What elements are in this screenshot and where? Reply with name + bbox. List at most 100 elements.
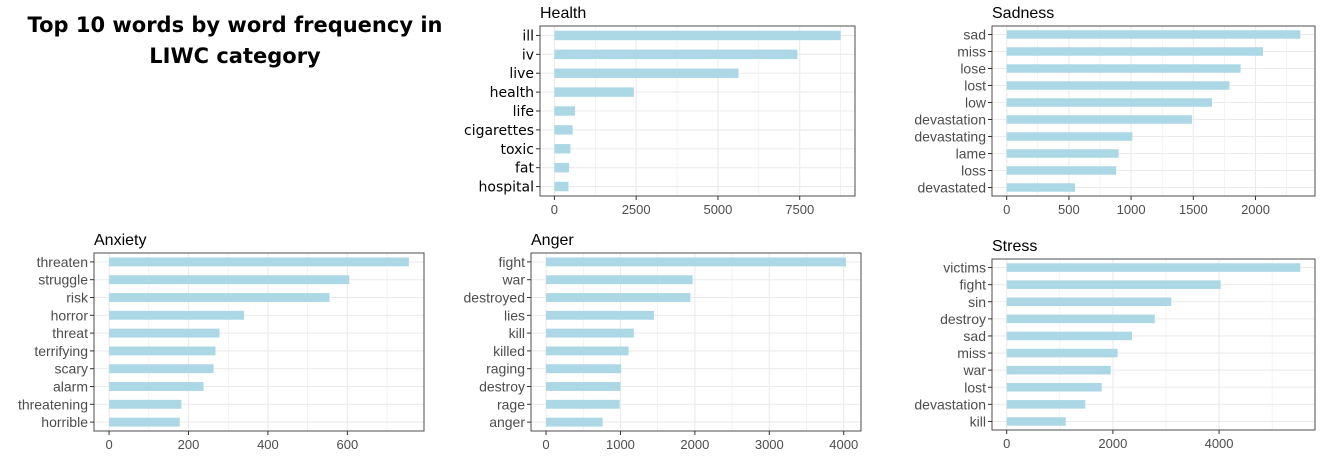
figure-title-line-2: LIWC category [149,44,321,68]
x-tick-label: 5000 [703,202,732,217]
bar-fight [1006,280,1221,289]
chart-title: Health [540,5,586,22]
y-tick-label: fat [515,161,535,177]
stress-panel: Stress victims fight sin destroy sad miss war lo… [890,232,1320,457]
y-tick-label: live [509,66,534,82]
plot-frame [93,252,425,432]
bar-fight [546,257,846,267]
y-tick-label: fight [960,277,987,293]
anxiety-panel: Anxiety threaten struggle risk horror threat t… [0,226,440,461]
chart-svg: Stress victimsfightsindestroysadmisswarlo… [914,238,1316,451]
y-tick-label: devastation [914,112,986,128]
bar-miss [1006,348,1118,358]
bar-low [1006,98,1212,107]
y-tick-label: lies [504,307,525,323]
bar-horror [109,310,245,320]
x-tick-label: 400 [257,437,279,452]
x-tick-label: 4000 [1205,436,1234,451]
bar-toxic [554,144,571,154]
y-tick-label: scary [55,361,88,377]
bar-hospital [554,181,569,192]
bar-raging [546,364,622,374]
x-tick-label: 0 [551,202,558,217]
x-tick-label: 3000 [755,437,784,452]
x-tick-label: 2000 [680,437,709,452]
y-tick-label: cigarettes [464,123,534,139]
y-tick-label: hospital [479,180,534,196]
bar-health [554,87,634,97]
y-tick-label: threaten [37,254,88,270]
y-tick-label: killed [493,343,525,359]
x-tick-label: 7500 [785,202,814,217]
bar-terrifying [109,346,216,356]
y-tick-label: risk [66,290,89,306]
y-tick-label: threat [52,325,88,341]
bar-threaten [109,257,409,267]
bar-sin [1006,297,1172,307]
bar-devastated [1006,183,1076,192]
y-tick-label: rage [497,396,525,412]
bar-lost [1006,81,1230,90]
x-tick-label: 600 [337,437,359,452]
y-tick-label: miss [957,44,986,60]
bar-rage [546,399,620,409]
bar-loss [1006,166,1117,175]
bar-destroy [546,382,621,391]
bar-lame [1006,149,1119,158]
plot-frame [530,252,862,432]
plot-frame [991,25,1316,197]
bar-horrible [109,417,180,427]
y-tick-label: destroy [940,311,986,327]
y-tick-label: kill [970,413,986,429]
y-tick-label: life [513,104,534,120]
bar-war [546,275,693,285]
chart-title: Stress [992,238,1037,255]
y-tick-label: lost [964,379,986,395]
bar-miss [1006,47,1263,56]
bar-struggle [109,275,350,285]
y-tick-label: destroyed [464,290,525,306]
y-tick-label: miss [957,345,986,361]
bar-devastation [1006,400,1086,409]
y-tick-label: victims [943,260,986,276]
x-tick-label: 2500 [622,202,651,217]
x-tick-label: 0 [1003,202,1010,217]
x-tick-label: 2000 [1241,202,1270,217]
x-tick-label: 1000 [606,437,635,452]
y-tick-label: lame [956,146,987,162]
bar-destroy [1006,314,1155,324]
bar-kill [1006,417,1066,426]
y-tick-label: loss [961,163,986,179]
x-tick-label: 500 [1058,202,1080,217]
y-tick-label: sad [963,328,986,344]
bar-scary [109,364,214,374]
y-tick-label: iv [522,47,534,63]
y-tick-label: toxic [501,142,535,158]
x-tick-label: 1000 [1117,202,1146,217]
y-tick-label: horrible [41,414,88,430]
health-panel: Health ill iv live health life cigarettes toxic… [462,0,862,217]
y-tick-label: lost [964,78,986,94]
y-tick-label: devastation [914,396,986,412]
y-tick-label: low [965,95,987,111]
x-tick-label: 1500 [1179,202,1208,217]
y-tick-label: lose [960,61,986,77]
y-tick-label: anger [489,414,525,430]
bar-lose [1006,64,1241,73]
chart-svg: Health ill iv live health life cigarettes toxic… [464,5,856,217]
y-tick-label: war [501,272,525,288]
y-tick-label: sad [963,27,986,43]
bar-lost [1006,382,1102,392]
figure-title-line-1: Top 10 words by word frequency in [27,13,443,37]
chart-title: Anxiety [94,232,146,249]
bar-iv [554,49,798,60]
bar-ill [554,30,841,41]
bar-killed [546,346,629,356]
y-tick-label: destroy [479,379,525,395]
bar-alarm [109,382,204,391]
bar-life [554,106,575,116]
x-tick-label: 4000 [829,437,858,452]
y-tick-label: struggle [38,272,88,288]
chart-svg: Sadnesssadmissloselostlowdevastationdeva… [914,5,1316,217]
bar-destroyed [546,293,691,302]
